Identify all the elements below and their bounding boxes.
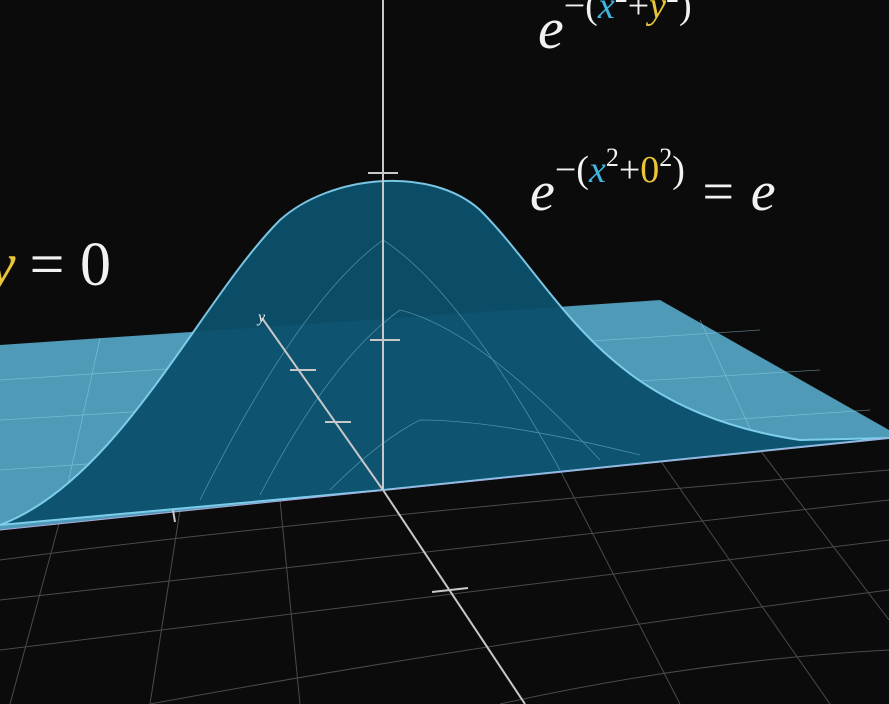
grid-line bbox=[0, 539, 889, 651]
base: e bbox=[538, 0, 564, 61]
grid-line bbox=[699, 319, 761, 451]
grid-line bbox=[9, 519, 61, 704]
exp-zero-power: 2 bbox=[659, 143, 672, 172]
grid-line bbox=[659, 459, 831, 704]
condition: y= 0 bbox=[0, 231, 111, 299]
base: e bbox=[530, 161, 555, 223]
exp-close: ) bbox=[679, 0, 692, 27]
y-axis bbox=[261, 317, 384, 491]
x-axis bbox=[382, 489, 526, 704]
exp-x-power: 2 bbox=[606, 143, 619, 172]
middle-formula: e−(x2+02) = e bbox=[530, 143, 776, 223]
exp-zero: 0 bbox=[640, 149, 659, 191]
grid-line bbox=[759, 449, 889, 621]
exp-plus: + bbox=[619, 149, 640, 191]
exp-open: −( bbox=[564, 0, 598, 27]
grid-line bbox=[0, 469, 889, 561]
front-edge bbox=[0, 437, 889, 531]
grid-line bbox=[259, 309, 601, 496]
grid-line bbox=[149, 589, 889, 704]
floor-grid bbox=[0, 449, 889, 704]
grid-line bbox=[149, 509, 181, 704]
exp-x: x bbox=[597, 0, 615, 27]
tick bbox=[431, 587, 469, 593]
exp-plus: + bbox=[628, 0, 649, 27]
grid-line bbox=[499, 649, 889, 704]
exp-open: −( bbox=[555, 149, 589, 191]
grid-line bbox=[329, 419, 641, 491]
top-formula: e−(x2+y2) bbox=[538, 0, 692, 61]
exp-x-power: 2 bbox=[615, 0, 628, 8]
tick bbox=[172, 509, 176, 523]
exp-close: ) bbox=[672, 149, 685, 191]
axis-label: y bbox=[256, 309, 266, 326]
equals: = e bbox=[699, 161, 776, 223]
grid-line bbox=[279, 499, 301, 704]
exp-y: y bbox=[645, 0, 666, 27]
grid-line bbox=[0, 499, 889, 601]
condition-var: y bbox=[0, 231, 16, 299]
grid-line bbox=[559, 469, 681, 704]
bell-surface bbox=[0, 179, 889, 526]
exp-y-power: 2 bbox=[666, 0, 679, 8]
condition-rest: = 0 bbox=[30, 231, 111, 299]
exp-x: x bbox=[588, 149, 606, 191]
